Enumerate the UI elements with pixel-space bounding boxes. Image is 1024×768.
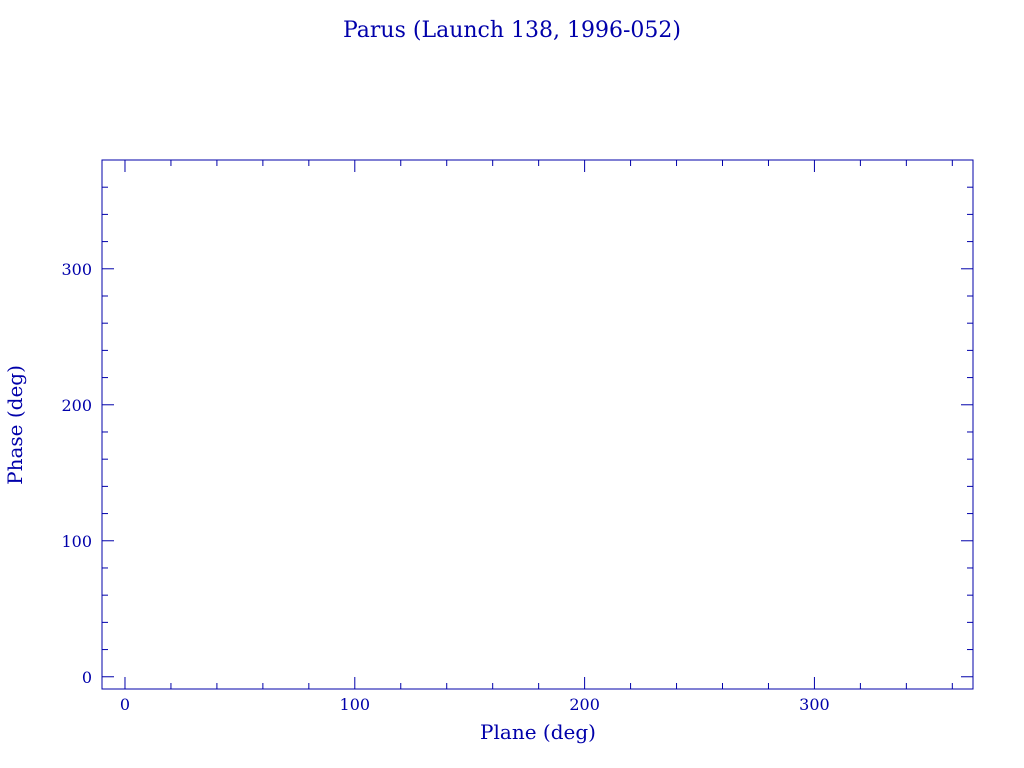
y-tick-label: 300 (61, 260, 92, 279)
x-tick-label: 200 (569, 695, 600, 714)
y-axis-label: Phase (deg) (3, 365, 27, 485)
y-tick-label: 200 (61, 396, 92, 415)
y-tick-label: 100 (61, 532, 92, 551)
x-tick-label: 300 (799, 695, 830, 714)
chart-title: Parus (Launch 138, 1996-052) (343, 18, 681, 43)
x-tick-label: 0 (120, 695, 130, 714)
plot-frame (101, 159, 974, 690)
x-axis-label: Plane (deg) (480, 720, 596, 744)
ticks: 0 100 200 300 0 100 200 300 (61, 159, 973, 714)
y-tick-label: 0 (82, 668, 92, 687)
x-tick-label: 100 (340, 695, 371, 714)
